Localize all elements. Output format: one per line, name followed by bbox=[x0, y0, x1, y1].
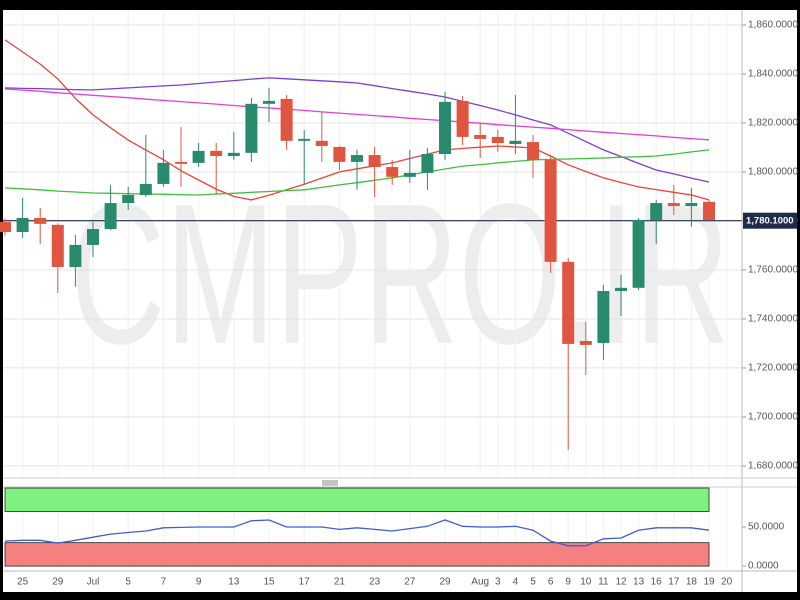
candle-body bbox=[16, 218, 29, 232]
candle-body bbox=[192, 150, 205, 163]
y-tick-label: 1,800.0000 bbox=[748, 167, 798, 178]
y-tick-label: 50.0000 bbox=[748, 522, 785, 533]
candle-body bbox=[615, 287, 627, 292]
candle-body bbox=[650, 203, 663, 220]
candle-body bbox=[439, 101, 451, 155]
candle-body bbox=[51, 224, 64, 267]
candle-body bbox=[122, 194, 135, 204]
watermark: CMPRO.IR bbox=[70, 163, 730, 386]
rsi-band bbox=[4, 487, 710, 512]
candle-body bbox=[667, 203, 680, 206]
candle-body bbox=[544, 159, 557, 262]
x-tick-label: 21 bbox=[334, 577, 346, 588]
y-tick-label: 1,680.0000 bbox=[748, 461, 798, 472]
candle-body bbox=[104, 203, 117, 230]
candle-body bbox=[315, 140, 328, 146]
x-tick-label: 29 bbox=[439, 577, 451, 588]
x-tick-label: 3 bbox=[495, 577, 501, 588]
y-tick-label: 1,700.0000 bbox=[748, 412, 798, 423]
candle-body bbox=[34, 218, 47, 224]
x-tick-label: 9 bbox=[565, 577, 571, 588]
x-tick-label: 18 bbox=[686, 577, 698, 588]
candle-body bbox=[491, 136, 504, 144]
x-tick-label: 19 bbox=[703, 577, 715, 588]
candle-body bbox=[421, 154, 434, 173]
candle-body bbox=[139, 183, 152, 195]
candle-body bbox=[210, 150, 223, 157]
x-tick-label: Jul bbox=[87, 577, 100, 588]
x-tick-label: 17 bbox=[668, 577, 680, 588]
candle-body bbox=[175, 161, 187, 164]
x-tick-label: 16 bbox=[651, 577, 663, 588]
candle-body bbox=[509, 140, 522, 145]
candle-body bbox=[474, 134, 487, 139]
candle-body bbox=[227, 152, 240, 157]
x-tick-label: 5 bbox=[530, 577, 536, 588]
y-tick-label: 1,820.0000 bbox=[748, 118, 798, 129]
x-tick-label: 17 bbox=[299, 577, 311, 588]
candle-body bbox=[597, 291, 610, 343]
candle-body bbox=[351, 155, 363, 162]
candle-body bbox=[579, 340, 592, 345]
candle-body bbox=[280, 98, 293, 141]
x-tick-label: 15 bbox=[263, 577, 275, 588]
x-tick-label: 13 bbox=[228, 577, 240, 588]
y-tick-label: 1,720.0000 bbox=[748, 363, 798, 374]
x-tick-label: 20 bbox=[721, 577, 733, 588]
moving-average-line bbox=[4, 77, 710, 183]
candle-body bbox=[527, 142, 539, 160]
candle-body bbox=[87, 229, 99, 245]
candle-body bbox=[245, 103, 258, 153]
moving-average-line bbox=[4, 88, 710, 141]
rsi-line bbox=[4, 519, 710, 547]
x-tick-label: 25 bbox=[17, 577, 29, 588]
x-tick-label: 13 bbox=[633, 577, 645, 588]
x-tick-label: 5 bbox=[125, 577, 131, 588]
candle-body bbox=[368, 155, 381, 168]
candle-body bbox=[703, 201, 715, 220]
x-tick-label: 27 bbox=[404, 577, 416, 588]
x-tick-label: 12 bbox=[615, 577, 627, 588]
last-price-tag bbox=[743, 212, 797, 229]
x-tick-label: 6 bbox=[548, 577, 554, 588]
candle-body bbox=[333, 146, 346, 162]
candle-body bbox=[69, 244, 82, 267]
rsi-band bbox=[4, 542, 710, 567]
candle-body bbox=[157, 162, 170, 184]
x-tick-label: 10 bbox=[580, 577, 592, 588]
last-price-label: 1,780.1000 bbox=[746, 216, 794, 227]
x-tick-label: 4 bbox=[513, 577, 519, 588]
candle-body bbox=[456, 100, 469, 137]
candle-body bbox=[562, 261, 575, 344]
x-tick-label: 29 bbox=[52, 577, 64, 588]
candle-body bbox=[263, 100, 275, 104]
y-tick-label: 1,860.0000 bbox=[748, 20, 798, 31]
x-tick-label: 7 bbox=[161, 577, 167, 588]
candle-body bbox=[403, 172, 416, 177]
candle-body bbox=[685, 203, 698, 206]
y-tick-label: 1,760.0000 bbox=[748, 265, 798, 276]
candle-body bbox=[386, 167, 399, 177]
y-tick-label: 0.0000 bbox=[748, 561, 779, 572]
x-tick-label: 23 bbox=[369, 577, 381, 588]
candle-body bbox=[632, 219, 645, 288]
x-tick-label: 11 bbox=[598, 577, 609, 588]
candle-body bbox=[298, 138, 311, 141]
x-tick-label: 9 bbox=[196, 577, 202, 588]
y-tick-label: 1,740.0000 bbox=[748, 314, 798, 325]
candle-body bbox=[0, 221, 11, 232]
y-tick-label: 1,840.0000 bbox=[748, 69, 798, 80]
x-tick-label: Aug bbox=[471, 577, 489, 588]
